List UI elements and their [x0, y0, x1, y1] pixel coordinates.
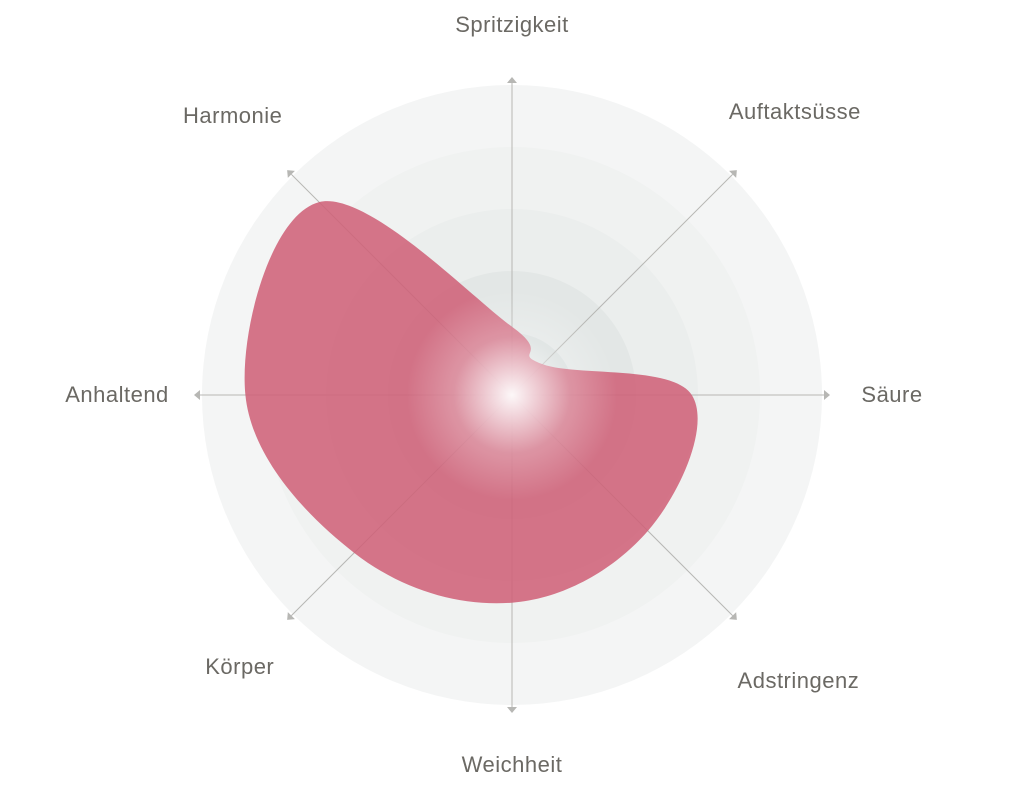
radar-axis-label: Auftaktsüsse	[729, 99, 861, 125]
radar-chart-container: Spritzigkeit Auftaktsüsse Säure Adstringenz…	[0, 0, 1024, 789]
radar-axis-label: Anhaltend	[65, 382, 169, 408]
radar-axis-label: Weichheit	[462, 752, 563, 778]
radar-axis-label: Harmonie	[183, 103, 282, 129]
radar-axis-arrow	[507, 707, 517, 713]
radar-axis-arrow	[824, 390, 830, 400]
radar-axis-label: Adstringenz	[738, 668, 860, 694]
radar-axis-label: Körper	[205, 654, 274, 680]
radar-axis-arrow	[194, 390, 200, 400]
radar-axis-label: Spritzigkeit	[455, 12, 569, 38]
radar-axis-label: Säure	[861, 382, 922, 408]
radar-axis-arrow	[507, 77, 517, 83]
radar-center-glow	[407, 290, 618, 501]
